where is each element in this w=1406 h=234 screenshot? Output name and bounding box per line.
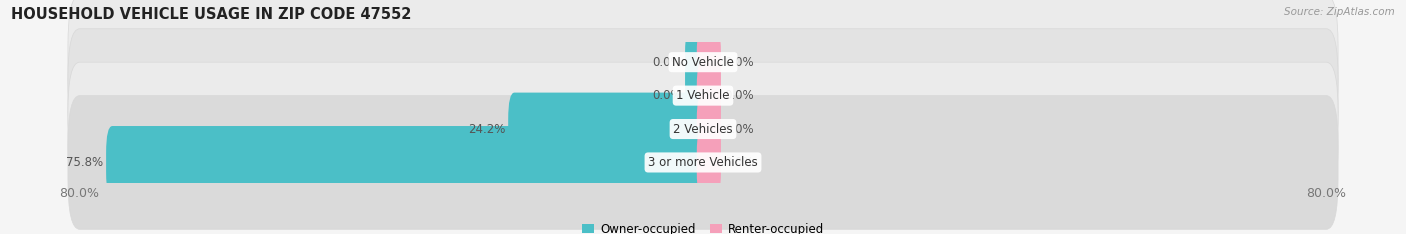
Text: 0.0%: 0.0%: [724, 156, 754, 169]
FancyBboxPatch shape: [685, 59, 709, 132]
Text: 0.0%: 0.0%: [724, 56, 754, 69]
Legend: Owner-occupied, Renter-occupied: Owner-occupied, Renter-occupied: [582, 223, 824, 234]
Text: HOUSEHOLD VEHICLE USAGE IN ZIP CODE 47552: HOUSEHOLD VEHICLE USAGE IN ZIP CODE 4755…: [11, 7, 412, 22]
FancyBboxPatch shape: [67, 0, 1339, 129]
Text: 0.0%: 0.0%: [652, 56, 682, 69]
FancyBboxPatch shape: [697, 59, 721, 132]
FancyBboxPatch shape: [697, 26, 721, 99]
Text: Source: ZipAtlas.com: Source: ZipAtlas.com: [1284, 7, 1395, 17]
Text: 0.0%: 0.0%: [724, 123, 754, 135]
FancyBboxPatch shape: [697, 126, 721, 199]
FancyBboxPatch shape: [105, 126, 709, 199]
FancyBboxPatch shape: [67, 96, 1339, 229]
FancyBboxPatch shape: [67, 29, 1339, 162]
Text: 1 Vehicle: 1 Vehicle: [676, 89, 730, 102]
Text: 0.0%: 0.0%: [652, 89, 682, 102]
FancyBboxPatch shape: [685, 26, 709, 99]
Text: 75.8%: 75.8%: [66, 156, 103, 169]
Text: 0.0%: 0.0%: [724, 89, 754, 102]
FancyBboxPatch shape: [508, 93, 709, 165]
Text: No Vehicle: No Vehicle: [672, 56, 734, 69]
FancyBboxPatch shape: [697, 93, 721, 165]
Text: 24.2%: 24.2%: [468, 123, 505, 135]
FancyBboxPatch shape: [67, 62, 1339, 196]
Text: 3 or more Vehicles: 3 or more Vehicles: [648, 156, 758, 169]
Text: 2 Vehicles: 2 Vehicles: [673, 123, 733, 135]
